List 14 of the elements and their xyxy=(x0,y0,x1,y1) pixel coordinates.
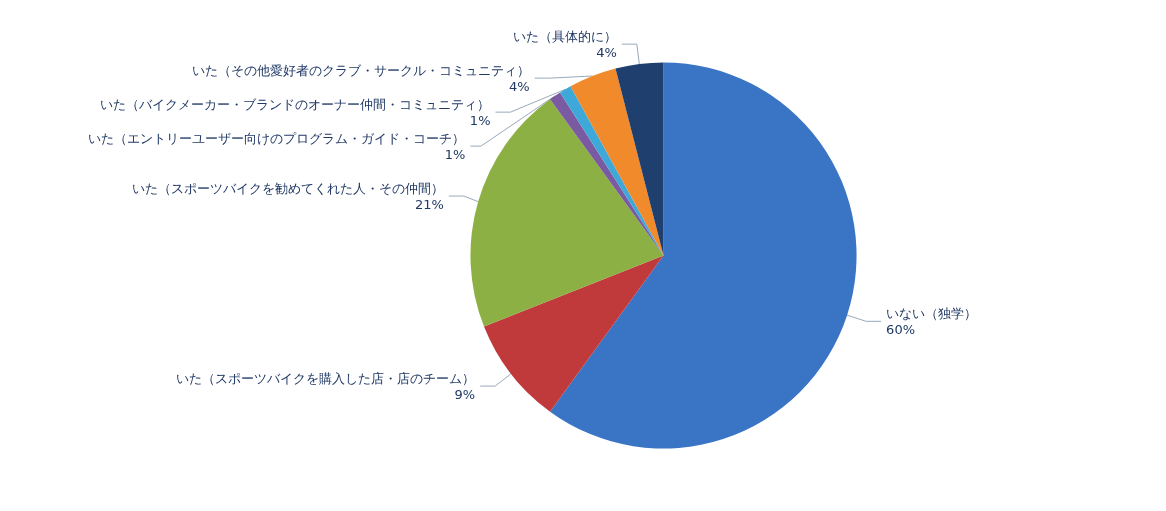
data-label: 1% xyxy=(469,112,491,128)
slice-label: いた（バイクメーカー・ブランドのオーナー仲間・コミュニティ） xyxy=(100,96,491,112)
slice-label: いた（スポーツバイクを勧めてくれた人・その仲間） xyxy=(131,180,444,196)
data-label: 4% xyxy=(596,44,617,60)
data-label: 4% xyxy=(508,78,530,94)
slice-label: いた（具体的に） xyxy=(512,28,617,44)
data-label: 9% xyxy=(454,386,476,402)
slice-label: いた（エントリーユーザー向けのプログラム・ガイド・コーチ） xyxy=(88,130,466,146)
slice-label: いない（独学） xyxy=(886,305,978,321)
data-label: 21% xyxy=(414,196,444,212)
data-label: 60% xyxy=(886,321,916,337)
data-label: 1% xyxy=(444,146,466,162)
slice-label: いた（スポーツバイクを購入した店・店のチーム） xyxy=(176,370,476,386)
slice-label: いた（その他愛好者のクラブ・サークル・コミュニティ） xyxy=(191,62,530,78)
